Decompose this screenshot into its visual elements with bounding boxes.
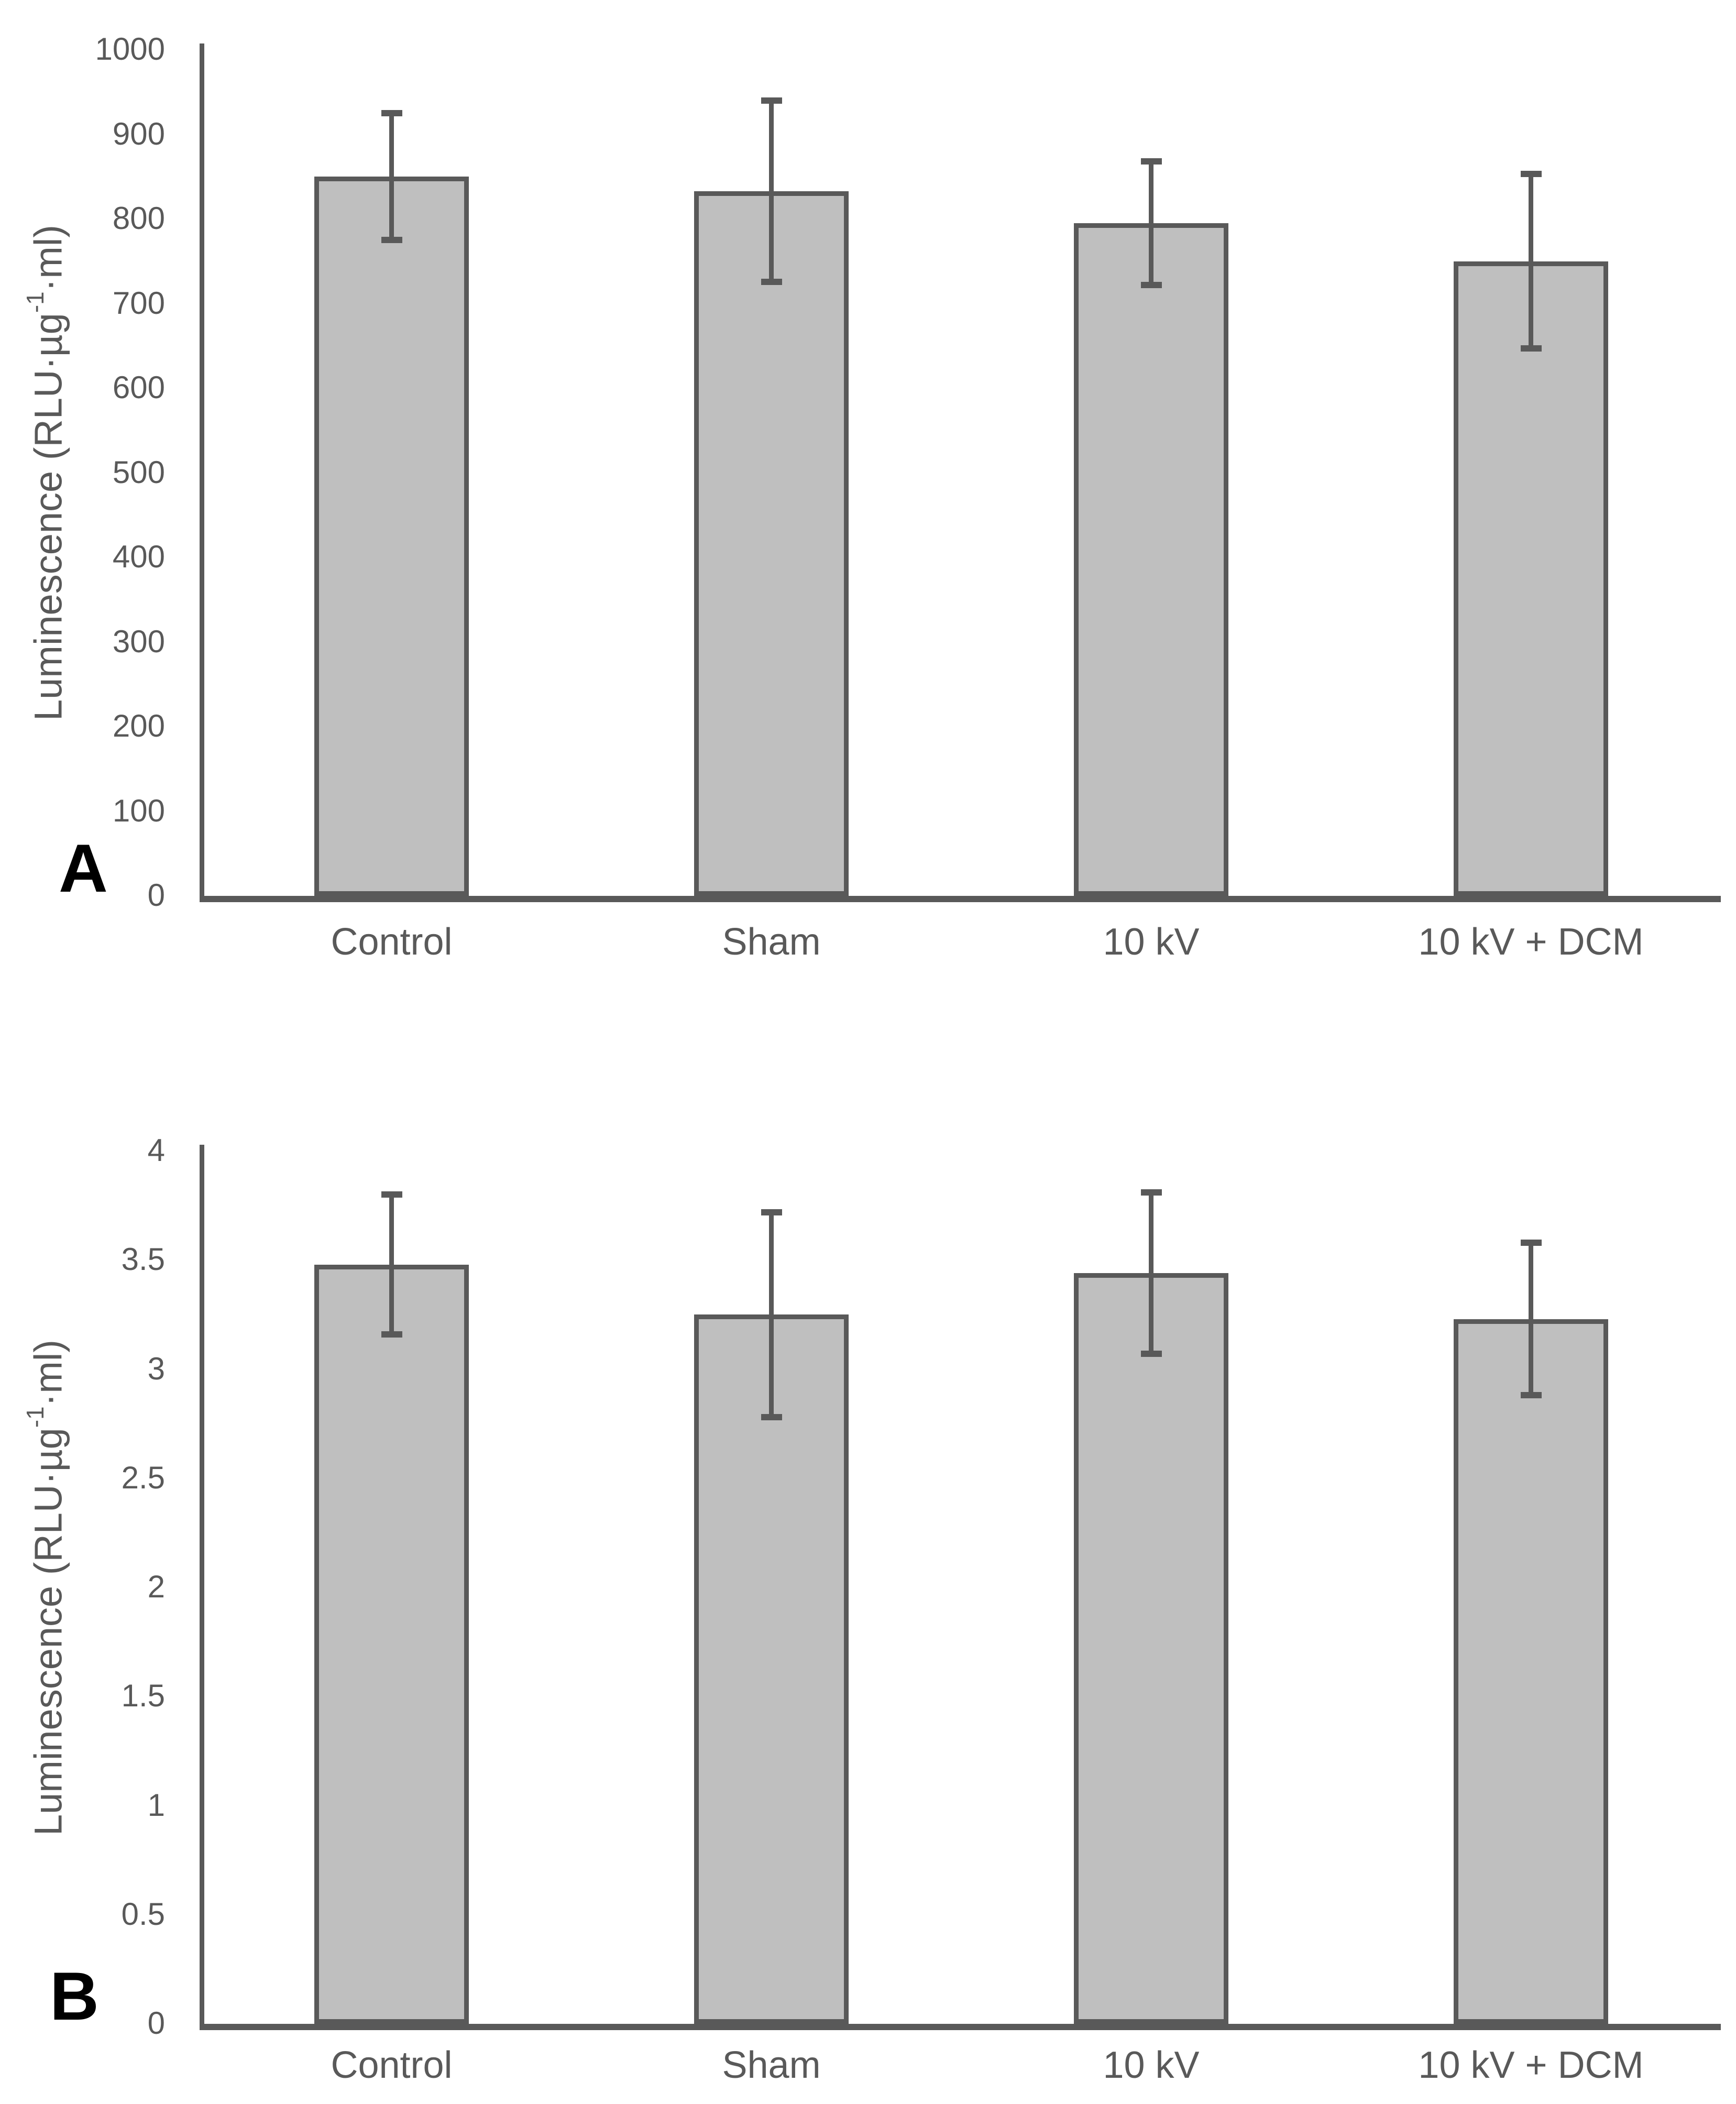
error-bar-control <box>389 113 394 240</box>
panel-label-b: B <box>50 1958 99 2034</box>
y-tick-label: 900 <box>112 116 165 151</box>
y-tick-label: 1 <box>147 1787 165 1823</box>
category-label-10-kv: 10 kV <box>1103 2044 1200 2086</box>
bar-10-kv <box>1074 1273 1228 2024</box>
y-tick-label: 3 <box>147 1351 165 1386</box>
x-axis-line <box>200 896 1721 902</box>
y-tick-label: 2 <box>147 1569 165 1604</box>
error-bar-cap-top-control <box>381 110 402 117</box>
error-bar-cap-top-10-kv-dcm <box>1520 171 1542 178</box>
error-bar-cap-top-control <box>381 1191 402 1198</box>
category-label-10-kv-dcm: 10 kV + DCM <box>1418 921 1644 963</box>
category-label-sham: Sham <box>722 2044 821 2086</box>
y-tick-label: 700 <box>112 285 165 321</box>
y-tick-label: 1000 <box>95 31 165 67</box>
error-bar-cap-top-sham <box>761 1209 782 1215</box>
error-bar-cap-top-10-kv-dcm <box>1520 1239 1542 1246</box>
category-label-sham: Sham <box>722 921 821 963</box>
y-tick-label: 3.5 <box>121 1242 165 1277</box>
error-bar-10-kv-dcm <box>1529 174 1533 349</box>
error-bar-10-kv <box>1149 161 1153 285</box>
error-bar-cap-bottom-control <box>381 1331 402 1338</box>
y-tick-label: 1.5 <box>121 1678 165 1714</box>
bar-10-kv-dcm <box>1454 261 1608 896</box>
y-axis-title-superscript: -1 <box>21 1406 49 1428</box>
y-tick-label: 300 <box>112 623 165 659</box>
y-tick-label: 600 <box>112 369 165 405</box>
y-tick-label: 0 <box>147 877 165 913</box>
category-label-10-kv: 10 kV <box>1103 921 1200 963</box>
y-tick-label: 800 <box>112 200 165 236</box>
bar-10-kv <box>1074 223 1228 896</box>
y-tick-label: 100 <box>112 793 165 828</box>
error-bar-cap-bottom-sham <box>761 1414 782 1421</box>
y-tick-label: 500 <box>112 454 165 490</box>
error-bar-10-kv <box>1149 1192 1153 1354</box>
y-tick-label: 400 <box>112 539 165 574</box>
bar-10-kv-dcm <box>1454 1319 1608 2024</box>
y-axis-line <box>200 1145 204 2030</box>
y-tick-label: 2.5 <box>121 1460 165 1495</box>
bar-sham <box>694 191 849 896</box>
bar-sham <box>694 1314 849 2024</box>
error-bar-cap-bottom-10-kv-dcm <box>1520 1392 1542 1399</box>
error-bar-sham <box>769 1212 774 1418</box>
error-bar-cap-bottom-10-kv-dcm <box>1520 345 1542 352</box>
error-bar-cap-bottom-10-kv <box>1140 1351 1162 1357</box>
bar-control <box>314 177 469 896</box>
error-bar-cap-top-10-kv <box>1140 1189 1162 1196</box>
y-tick-label: 0.5 <box>121 1896 165 1932</box>
y-tick-label: 200 <box>112 708 165 743</box>
error-bar-cap-top-10-kv <box>1140 158 1162 165</box>
error-bar-10-kv-dcm <box>1529 1242 1533 1396</box>
y-axis-line <box>200 43 204 902</box>
y-tick-label: 0 <box>147 2005 165 2041</box>
panel-label-a: A <box>59 830 108 906</box>
category-label-10-kv-dcm: 10 kV + DCM <box>1418 2044 1644 2086</box>
error-bar-cap-bottom-sham <box>761 278 782 285</box>
bar-control <box>314 1264 469 2024</box>
error-bar-control <box>389 1195 394 1334</box>
y-tick-label: 4 <box>147 1132 165 1168</box>
category-label-control: Control <box>331 921 453 963</box>
y-axis-title-text: ·ml) <box>26 225 70 292</box>
x-axis-line <box>200 2024 1721 2030</box>
error-bar-cap-bottom-control <box>381 237 402 244</box>
error-bar-sham <box>769 100 774 282</box>
error-bar-cap-bottom-10-kv <box>1140 281 1162 288</box>
error-bar-cap-top-sham <box>761 97 782 104</box>
category-label-control: Control <box>331 2044 453 2086</box>
